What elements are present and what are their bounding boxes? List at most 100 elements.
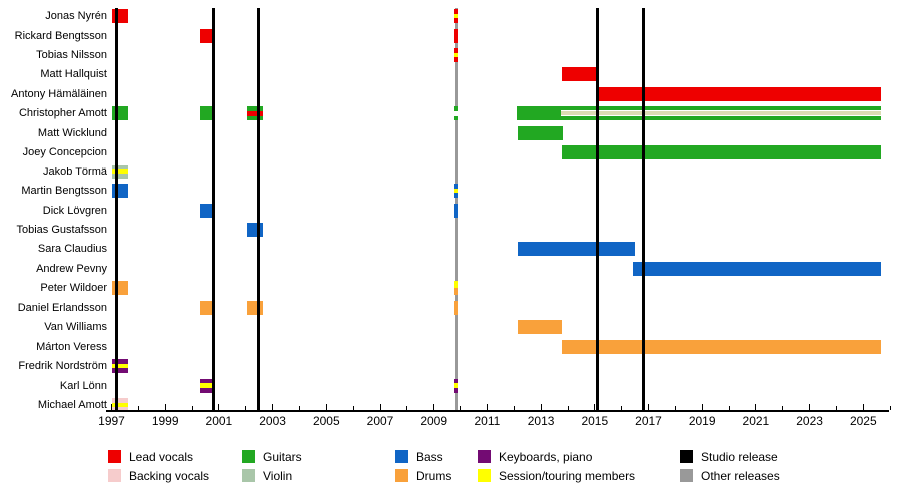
member-mark [453,203,459,218]
role-stripe-session [112,402,129,408]
legend-label: Lead vocals [129,450,194,464]
role-stripe-drums [518,320,562,335]
release-line-studio [256,8,260,410]
x-tick-label: 2025 [849,414,877,428]
role-stripe-lead [453,9,459,14]
x-tick-label: 2021 [742,414,770,428]
legend-swatch-violin [242,469,255,482]
member-mark [453,378,459,393]
member-label: Christopher Amott [18,107,107,120]
role-stripe-session [112,363,129,369]
role-stripe-lead [598,86,881,101]
x-tick [513,406,515,410]
role-stripe-lead [453,47,459,53]
member-bar [247,106,263,121]
release-line-studio [641,8,645,410]
x-tick [245,406,247,410]
legend-swatch-other [680,469,693,482]
legend-swatch-studio [680,450,693,463]
member-label: Daniel Erlandsson [17,301,107,314]
role-stripe-guitars [247,106,263,111]
role-stripe-violin [112,173,129,179]
x-tick [621,406,623,410]
member-bar [598,86,881,101]
role-stripe-bass [453,193,459,199]
member-label: Tobias Gustafsson [16,223,108,236]
role-stripe-session [453,13,459,19]
x-tick-label: 2015 [581,414,609,428]
role-stripe-bass [453,184,459,189]
role-stripe-guitars [453,106,459,111]
x-tick-label: 2017 [635,414,662,428]
x-tick [567,406,569,410]
x-tick [836,406,837,410]
member-bar [200,300,215,315]
member-bar [200,28,215,43]
member-label: Dick Lövgren [42,204,107,217]
x-tick [299,406,300,410]
member-label: Jakob Törmä [43,165,107,178]
x-axis [106,410,889,412]
x-tick [809,404,811,410]
x-tick [272,404,274,410]
member-mark [453,281,459,296]
x-tick [486,404,488,410]
role-stripe-drums [247,300,263,315]
role-stripe-guitars [200,106,215,121]
member-label: Márton Veress [36,340,107,353]
member-label: Matt Hallquist [40,68,107,81]
x-tick [728,406,730,410]
member-label: Sara Claudius [37,243,107,256]
member-label: Van Williams [44,321,107,334]
member-bar [247,300,263,315]
x-tick-label: 2023 [796,414,823,428]
member-label: Karl Lönn [59,379,107,392]
member-mark [453,9,459,24]
legend-label: Other releases [701,469,780,483]
legend-swatch-keys [478,450,491,463]
x-tick-label: 2001 [205,414,233,428]
member-bar [112,359,129,374]
role-stripe-cream [561,111,882,116]
legend-label: Violin [263,469,293,483]
x-tick-label: 2011 [474,414,501,428]
x-tick [218,404,220,410]
role-stripe-bass [632,261,881,276]
role-stripe-guitars [561,116,882,121]
role-stripe-lead [453,57,459,62]
x-tick-label: 2007 [366,414,394,428]
role-stripe-guitars [453,115,459,121]
member-bar [562,145,881,160]
member-bar [112,398,129,413]
role-stripe-session [112,169,129,174]
role-stripe-lead [200,28,215,43]
x-tick [540,404,542,410]
member-bar [561,106,882,121]
member-bar [247,222,263,237]
x-tick [164,404,166,410]
legend-swatch-bass [395,450,408,463]
role-stripe-bass [200,203,215,218]
member-label: Matt Wicklund [37,126,107,139]
x-tick [889,406,891,410]
role-stripe-bass [247,222,263,237]
legend-label: Backing vocals [129,469,210,483]
x-tick-label: 2003 [259,414,286,428]
legend-label: Bass [416,450,443,464]
member-label: Antony Hämäläinen [10,87,107,100]
role-stripe-keys [112,359,129,364]
role-stripe-keys [200,387,215,393]
x-tick [325,404,327,410]
role-stripe-lead [562,67,598,82]
legend-swatch-session [478,469,491,482]
x-tick [862,404,864,410]
member-bar [200,203,215,218]
member-bar [518,320,562,335]
role-stripe-guitars [562,145,881,160]
role-stripe-violin [112,164,129,170]
role-stripe-white [453,110,459,116]
legend-swatch-backing [108,469,121,482]
x-tick-label: 2009 [420,414,448,428]
member-label: Michael Amott [37,399,107,411]
